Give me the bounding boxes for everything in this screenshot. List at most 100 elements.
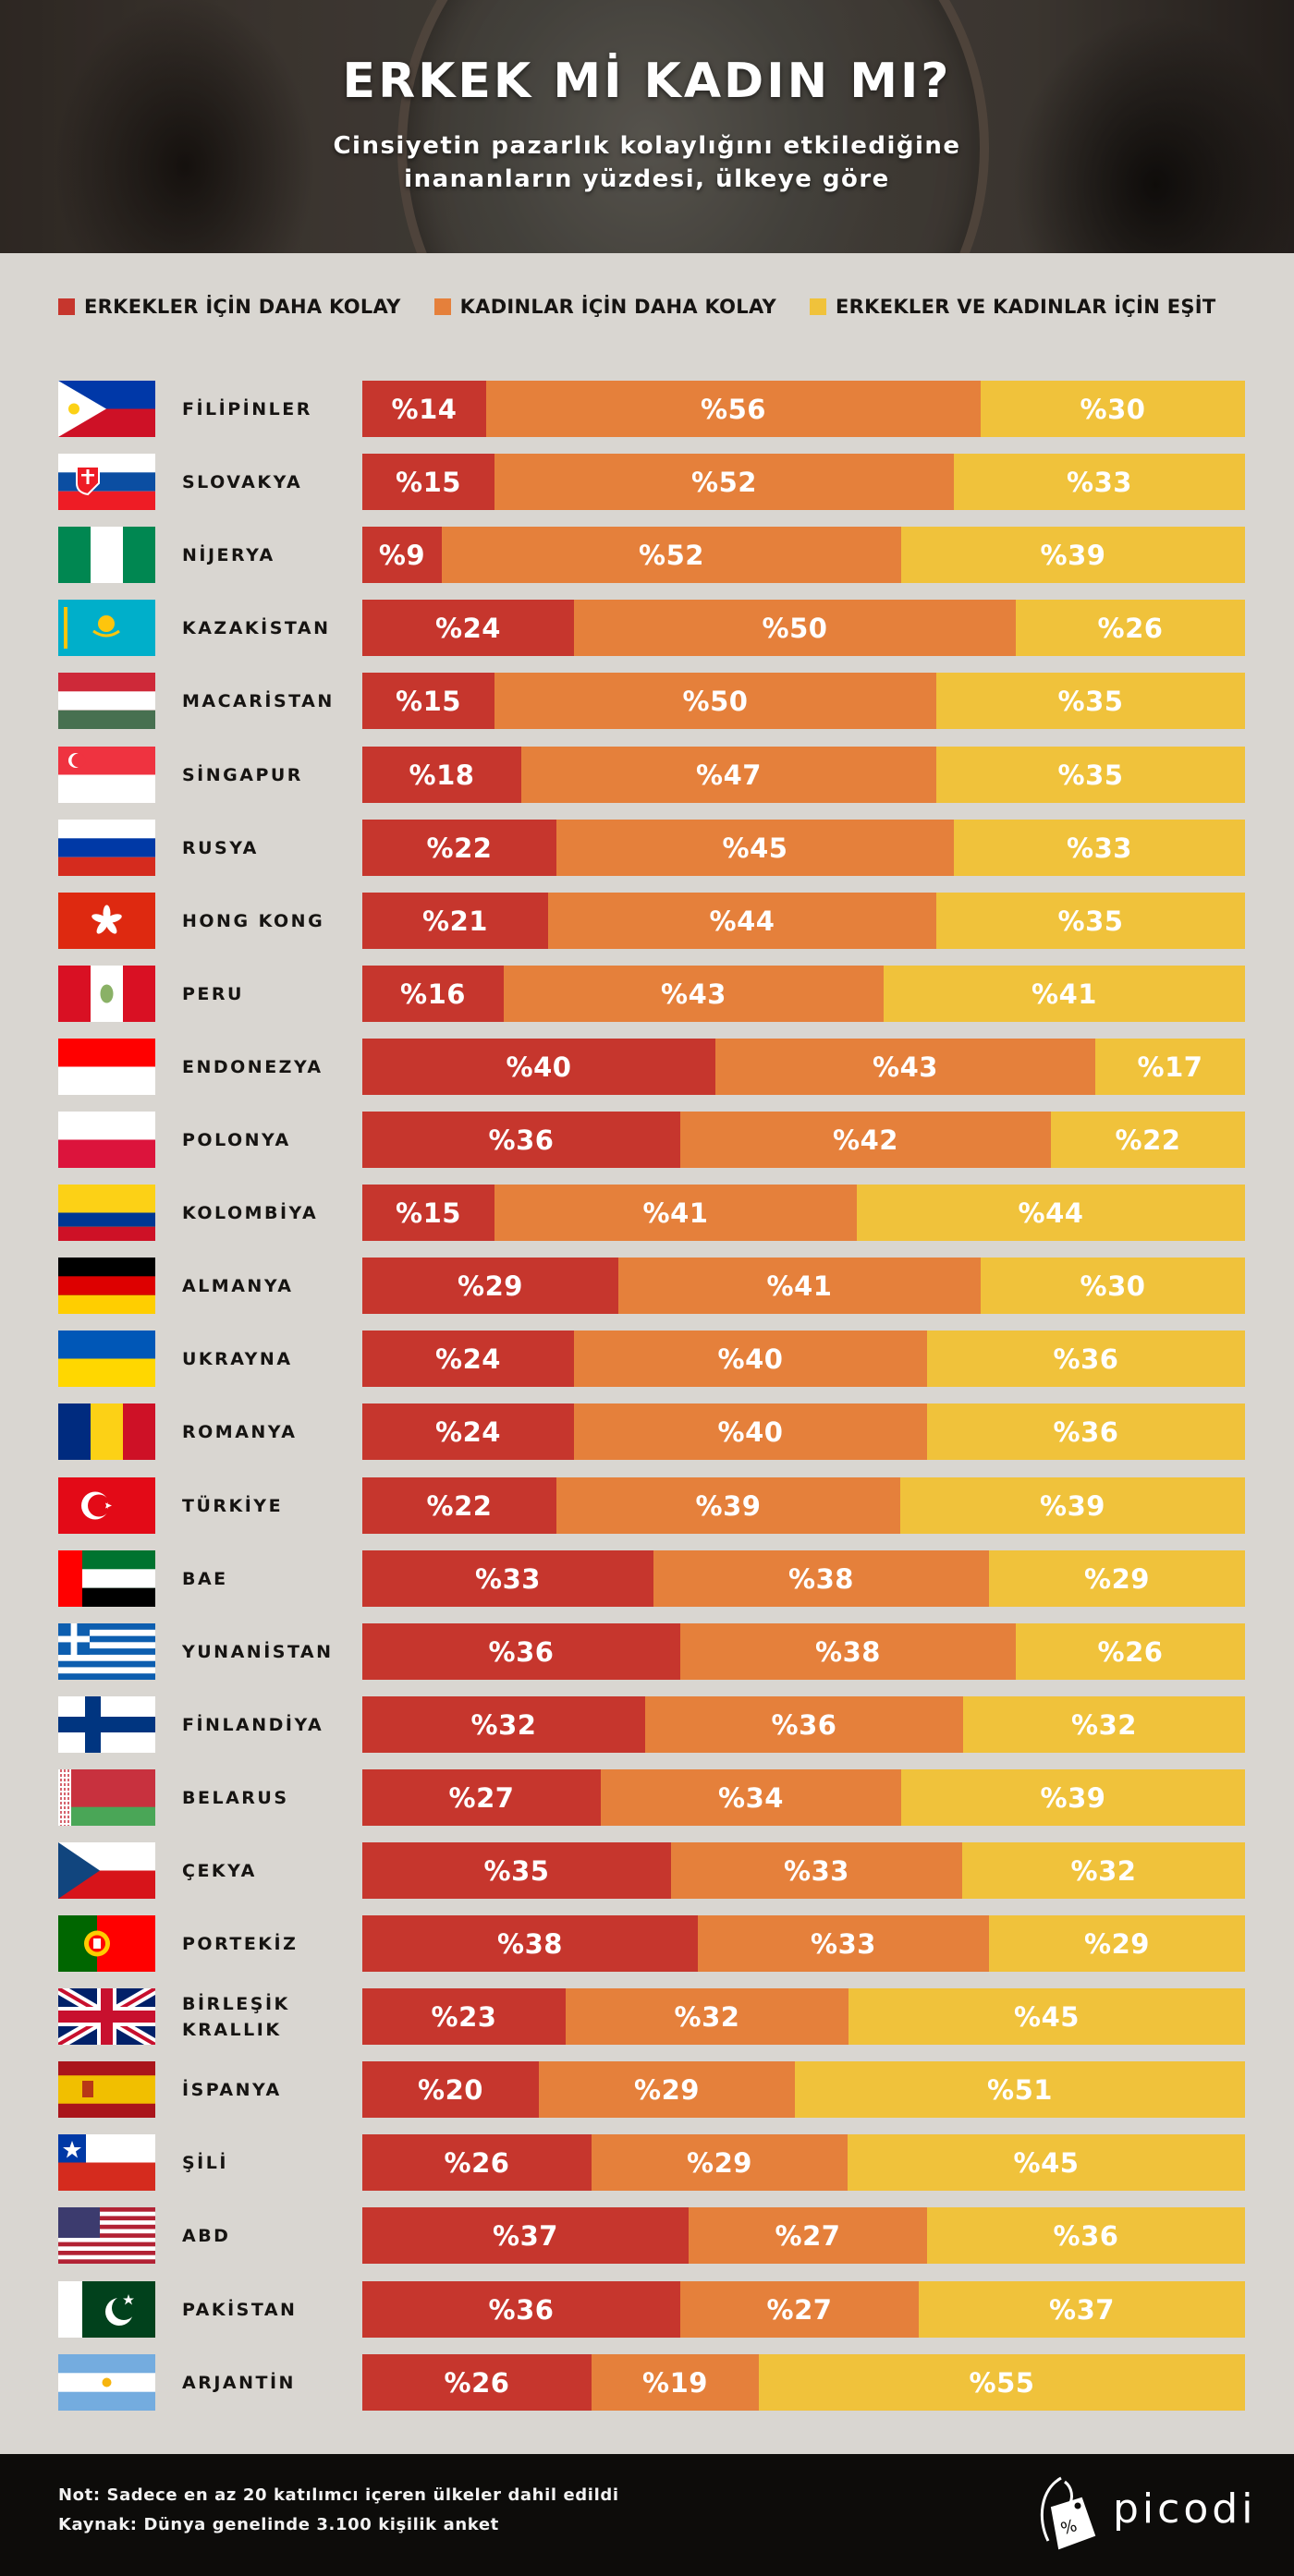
data-label: %29 [1084, 1562, 1150, 1595]
legend-label: ERKEKLER İÇİN DAHA KOLAY [84, 296, 401, 318]
data-label: %45 [1013, 2146, 1080, 2179]
page-title: ERKEK Mİ KADIN MI? [342, 54, 952, 109]
bar-segment-women-easier: %19 [592, 2354, 759, 2411]
price-tag-icon: % [1040, 2476, 1096, 2550]
data-label: %29 [1084, 1927, 1150, 1960]
bar-segment-men-easier: %36 [362, 1112, 680, 1168]
header-photo-scale-dial [397, 0, 989, 253]
country-label: BİRLEŞİK KRALLIK [182, 1993, 290, 2040]
stacked-bar: %21 %44 %35 [362, 893, 1245, 949]
bar-segment-women-easier: %33 [698, 1915, 989, 1972]
footer: Not: Sadece en az 20 katılımcı içeren ül… [0, 2454, 1294, 2576]
data-label: %43 [661, 978, 726, 1010]
country-label: YUNANİSTAN [182, 1641, 334, 1662]
svg-text:%: % [1058, 2516, 1080, 2539]
bar-segment-men-easier: %9 [362, 527, 442, 583]
flag-uae-icon [58, 1550, 155, 1607]
chart-row: PAKİSTAN %36 %27 %37 [0, 2281, 1294, 2338]
flag-czechia-icon [58, 1842, 155, 1899]
data-label: %32 [1070, 1854, 1137, 1887]
flag-slovakia-icon [58, 454, 155, 510]
bar-segment-equal: %26 [1016, 600, 1245, 656]
stacked-bar: %24 %40 %36 [362, 1331, 1245, 1387]
data-label: %30 [1080, 393, 1146, 425]
data-label: %47 [696, 759, 762, 791]
data-label: %15 [396, 685, 461, 717]
data-label: %32 [470, 1708, 537, 1741]
bar-segment-equal: %36 [927, 2207, 1245, 2264]
legend-label: ERKEKLER VE KADINLAR İÇİN EŞİT [836, 296, 1216, 318]
data-label: %50 [762, 612, 828, 644]
flag-germany-icon [58, 1258, 155, 1314]
data-label: %44 [1018, 1197, 1084, 1229]
bar-segment-men-easier: %26 [362, 2354, 592, 2411]
bar-segment-men-easier: %40 [362, 1039, 715, 1095]
country-label: BELARUS [182, 1787, 289, 1808]
chart-row: BELARUS %27 %34 %39 [0, 1769, 1294, 1826]
bar-segment-women-easier: %47 [521, 747, 936, 803]
data-label: %40 [717, 1343, 784, 1375]
data-label: %29 [687, 2146, 752, 2179]
legend-swatch-women-easier [433, 298, 451, 315]
bar-segment-women-easier: %27 [680, 2281, 919, 2338]
flag-portugal-icon [58, 1915, 155, 1972]
bar-segment-equal: %45 [848, 2134, 1245, 2191]
legend-swatch-equal [810, 298, 826, 315]
data-label: %26 [444, 2146, 510, 2179]
bar-segment-women-easier: %45 [556, 820, 954, 876]
flag-philippines-icon [58, 381, 155, 437]
flag-usa-icon [58, 2207, 155, 2264]
data-label: %52 [691, 466, 757, 498]
flag-nigeria-icon [58, 527, 155, 583]
data-label: %55 [969, 2366, 1035, 2399]
flag-united-kingdom-icon [58, 1988, 155, 2045]
stacked-bar: %36 %42 %22 [362, 1112, 1245, 1168]
data-label: %32 [1071, 1708, 1137, 1741]
data-label: %24 [435, 612, 501, 644]
chart-row: ROMANYA %24 %40 %36 [0, 1403, 1294, 1460]
data-label: %51 [987, 2073, 1053, 2106]
flag-romania-icon [58, 1403, 155, 1460]
country-label: ALMANYA [182, 1275, 294, 1296]
data-label: %33 [475, 1562, 541, 1595]
flag-hong-kong-icon [58, 893, 155, 949]
data-label: %18 [409, 759, 475, 791]
bar-segment-women-easier: %29 [592, 2134, 848, 2191]
data-label: %14 [391, 393, 458, 425]
data-label: %27 [448, 1781, 515, 1814]
country-label: ABD [182, 2225, 231, 2246]
data-label: %36 [1053, 2219, 1119, 2252]
data-label: %23 [431, 2000, 497, 2033]
chart-row: SİNGAPUR %18 %47 %35 [0, 747, 1294, 803]
bar-segment-men-easier: %27 [362, 1769, 601, 1826]
bar-segment-women-easier: %52 [494, 454, 954, 510]
data-label: %36 [1053, 1416, 1119, 1448]
flag-turkey-icon [58, 1477, 155, 1534]
bar-segment-women-easier: %50 [574, 600, 1016, 656]
bar-segment-women-easier: %44 [548, 893, 936, 949]
bar-segment-equal: %39 [901, 527, 1245, 583]
chart-row: BAE %33 %38 %29 [0, 1550, 1294, 1607]
chart-row: ALMANYA %29 %41 %30 [0, 1258, 1294, 1314]
data-label: %56 [701, 393, 766, 425]
data-label: %36 [488, 1635, 555, 1668]
bar-segment-equal: %29 [989, 1550, 1245, 1607]
bar-segment-women-easier: %52 [442, 527, 901, 583]
country-label: MACARİSTAN [182, 690, 335, 711]
data-label: %20 [418, 2073, 483, 2106]
bar-segment-women-easier: %33 [671, 1842, 962, 1899]
country-label: ENDONEZYA [182, 1056, 324, 1077]
chart-row: KAZAKİSTAN %24 %50 %26 [0, 600, 1294, 656]
bar-segment-equal: %41 [884, 966, 1245, 1022]
bar-segment-women-easier: %36 [645, 1696, 963, 1753]
data-label: %41 [642, 1197, 709, 1229]
country-label: ŞİLİ [182, 2152, 228, 2173]
bar-segment-equal: %32 [963, 1696, 1245, 1753]
bar-segment-women-easier: %27 [689, 2207, 927, 2264]
bar-segment-men-easier: %23 [362, 1988, 566, 2045]
stacked-bar: %33 %38 %29 [362, 1550, 1245, 1607]
bar-segment-equal: %45 [848, 1988, 1245, 2045]
data-label: %27 [766, 2293, 833, 2326]
data-label: %30 [1080, 1270, 1146, 1302]
bar-segment-women-easier: %39 [556, 1477, 900, 1534]
